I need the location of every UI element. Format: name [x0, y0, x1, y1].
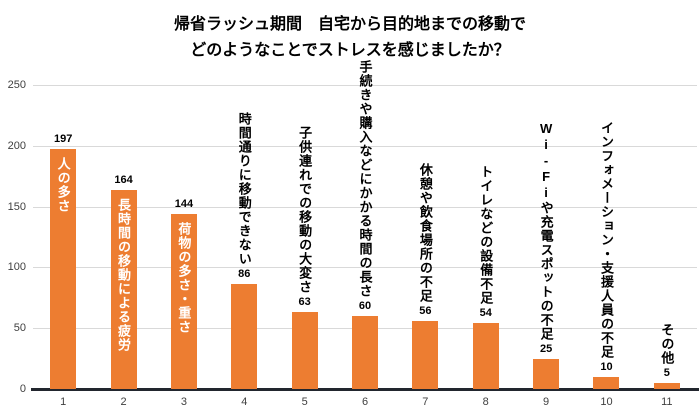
bar-value-label: 197	[53, 133, 73, 146]
x-axis-category-label: 1	[60, 396, 67, 408]
x-axis-category-label: 8	[482, 396, 489, 408]
chart-title-line2: どのようなことでストレスを感じましたか？	[190, 42, 510, 60]
gridline	[33, 145, 697, 147]
bar-value-label: 63	[298, 296, 311, 309]
x-axis-category-label: 3	[180, 396, 187, 408]
x-axis-category-label: 11	[661, 396, 673, 408]
x-axis-category-label: 7	[422, 396, 429, 408]
y-axis-tick-label: 50	[13, 322, 26, 335]
gridline	[33, 206, 697, 208]
bar-series-label: 時間通りに移動できない	[236, 112, 252, 267]
bar-series-label: 人の多さ	[55, 157, 71, 214]
bar	[170, 213, 197, 389]
bar-series-label: その他	[659, 322, 675, 365]
bar	[412, 320, 439, 389]
bar-value-label: 144	[174, 197, 194, 210]
chart-title-line1: 帰省ラッシュ期間 自宅から目的地までの移動で	[173, 16, 526, 33]
x-axis-category-label: 5	[301, 396, 308, 408]
gridline	[33, 85, 697, 86]
bar-value-label: 164	[114, 173, 133, 186]
bar	[291, 312, 318, 389]
bar-series-label: インフォメーション・支援人員の不足	[598, 120, 614, 359]
bar-value-label: 56	[419, 304, 432, 317]
bar-series-label: 荷物の多さ・重さ	[176, 221, 192, 334]
y-axis-tick-label: 100	[7, 261, 26, 274]
bar-value-label: 5	[663, 366, 670, 379]
bar-series-label: 手続きや購入などにかかる時間の長さ	[357, 60, 373, 299]
bar-series-label: トイレなどの設備不足	[478, 165, 494, 306]
chart-title: 帰省ラッシュ期間 自宅から目的地までの移動で どのようなことでストレスを感じまし…	[0, 12, 700, 65]
bar-series-label: 長時間の移動による疲労	[116, 197, 132, 352]
bar	[533, 358, 560, 389]
bar-value-label: 54	[479, 307, 492, 320]
x-axis-category-label: 4	[241, 396, 248, 408]
bar-series-label: Wi-Fiや充電スポットの不足	[538, 120, 554, 341]
gridline	[33, 267, 697, 269]
bar-value-label: 25	[539, 342, 553, 355]
x-axis-category-label: 10	[600, 396, 613, 408]
x-axis-category-label: 2	[120, 396, 127, 408]
y-axis-tick-label: 0	[19, 383, 26, 395]
bar	[231, 284, 258, 389]
y-axis-tick-label: 150	[7, 200, 26, 213]
bar-value-label: 10	[600, 360, 613, 373]
bar	[352, 316, 378, 389]
bar	[653, 382, 680, 389]
y-axis-tick-label: 200	[7, 139, 26, 152]
bar-value-label: 86	[238, 268, 251, 281]
x-axis-category-label: 9	[543, 396, 550, 408]
bar	[593, 376, 620, 389]
bar	[110, 189, 137, 389]
x-axis-category-label: 6	[361, 396, 369, 408]
bar-value-label: 60	[358, 300, 372, 313]
bar-series-label: 休憩や飲食場所の不足	[417, 162, 433, 303]
y-axis-tick-label: 250	[7, 79, 26, 91]
bar	[50, 149, 77, 389]
bar	[472, 323, 499, 389]
bar-series-label: 子供連れでの移動の大変さ	[297, 126, 313, 295]
x-axis-line	[31, 388, 699, 391]
